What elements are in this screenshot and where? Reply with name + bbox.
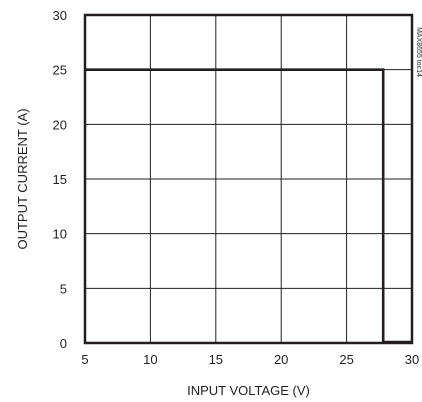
x-tick-labels: 5 10 15 20 25 30	[81, 352, 419, 367]
y-tick-labels: 0 5 10 15 20 25 30	[53, 8, 67, 351]
y-tick-label-5: 25	[53, 63, 67, 78]
y-tick-label-3: 15	[53, 172, 67, 187]
y-axis-title: OUTPUT CURRENT (A)	[15, 108, 30, 249]
x-tick-label-2: 15	[209, 352, 223, 367]
x-tick-label-3: 20	[274, 352, 288, 367]
x-tick-label-4: 25	[339, 352, 353, 367]
x-tick-label-0: 5	[81, 352, 88, 367]
y-tick-label-2: 10	[53, 227, 67, 242]
series-line	[86, 68, 411, 344]
y-tick-label-0: 0	[60, 336, 67, 351]
y-tick-label-4: 20	[53, 117, 67, 132]
x-tick-label-5: 30	[405, 352, 419, 367]
x-tick-label-1: 10	[143, 352, 157, 367]
y-tick-label-1: 5	[60, 281, 67, 296]
figure-code: MAX8655 toc14	[415, 27, 422, 77]
grid	[85, 15, 412, 343]
y-tick-label-6: 30	[53, 8, 67, 23]
x-axis-title: INPUT VOLTAGE (V)	[187, 383, 310, 398]
plot-frame	[83, 13, 414, 345]
